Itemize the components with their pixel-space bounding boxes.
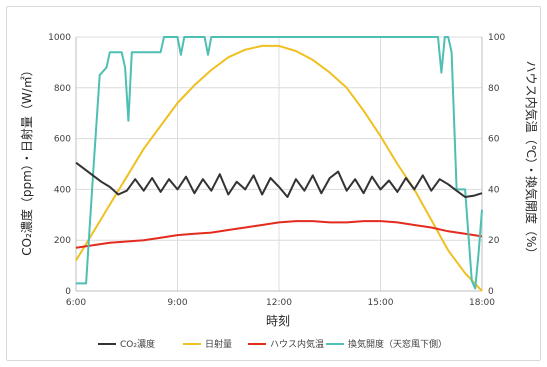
grid — [75, 36, 483, 292]
legend-label-2: ハウス内気温 — [270, 338, 324, 350]
y-right-tick-label: 0 — [488, 287, 494, 297]
y-right-tick-label: 80 — [488, 84, 500, 94]
y-right-tick-label: 20 — [488, 236, 500, 246]
y-right-tick-label: 60 — [488, 135, 500, 145]
x-tick-label: 15:00 — [368, 298, 394, 308]
legend-label-0: CO₂濃度 — [120, 338, 155, 350]
x-tick-label: 6:00 — [66, 298, 86, 308]
series-line-0 — [75, 161, 483, 198]
y-left-tick-label: 600 — [54, 135, 71, 145]
series-line-3 — [76, 36, 483, 290]
y-left-tick-label: 800 — [54, 84, 71, 94]
legend: CO₂濃度 日射量 ハウス内気温 換気開度（天窓風下側） — [98, 338, 447, 350]
x-tick-label: 9:00 — [167, 298, 187, 308]
series-line-2 — [75, 220, 483, 249]
tick-labels: 0 200 400 600 800 1000 0 20 40 60 80 100 6:00 9:00 12:… — [48, 33, 505, 308]
y-left-tick-label: 0 — [65, 287, 71, 297]
y-left-tick-label: 1000 — [48, 33, 71, 43]
legend-label-1: 日射量 — [205, 338, 232, 350]
x-axis-title: 時刻 — [266, 314, 290, 328]
y-right-tick-label: 100 — [488, 33, 505, 43]
x-tick-label: 18:00 — [469, 298, 495, 308]
x-tick-label: 12:00 — [266, 298, 292, 308]
y-left-tick-label: 400 — [54, 185, 71, 195]
y-left-tick-label: 200 — [54, 236, 71, 246]
y-right-tick-label: 40 — [488, 185, 500, 195]
legend-label-3: 換気開度（天窓風下側） — [348, 338, 447, 350]
y-axis-left-title: CO₂濃度（ppm）・日射量（W/㎡） — [19, 64, 34, 255]
y-axis-right-title: ハウス内気温（℃）・換気開度（%） — [524, 61, 539, 260]
series-lines — [75, 36, 483, 292]
